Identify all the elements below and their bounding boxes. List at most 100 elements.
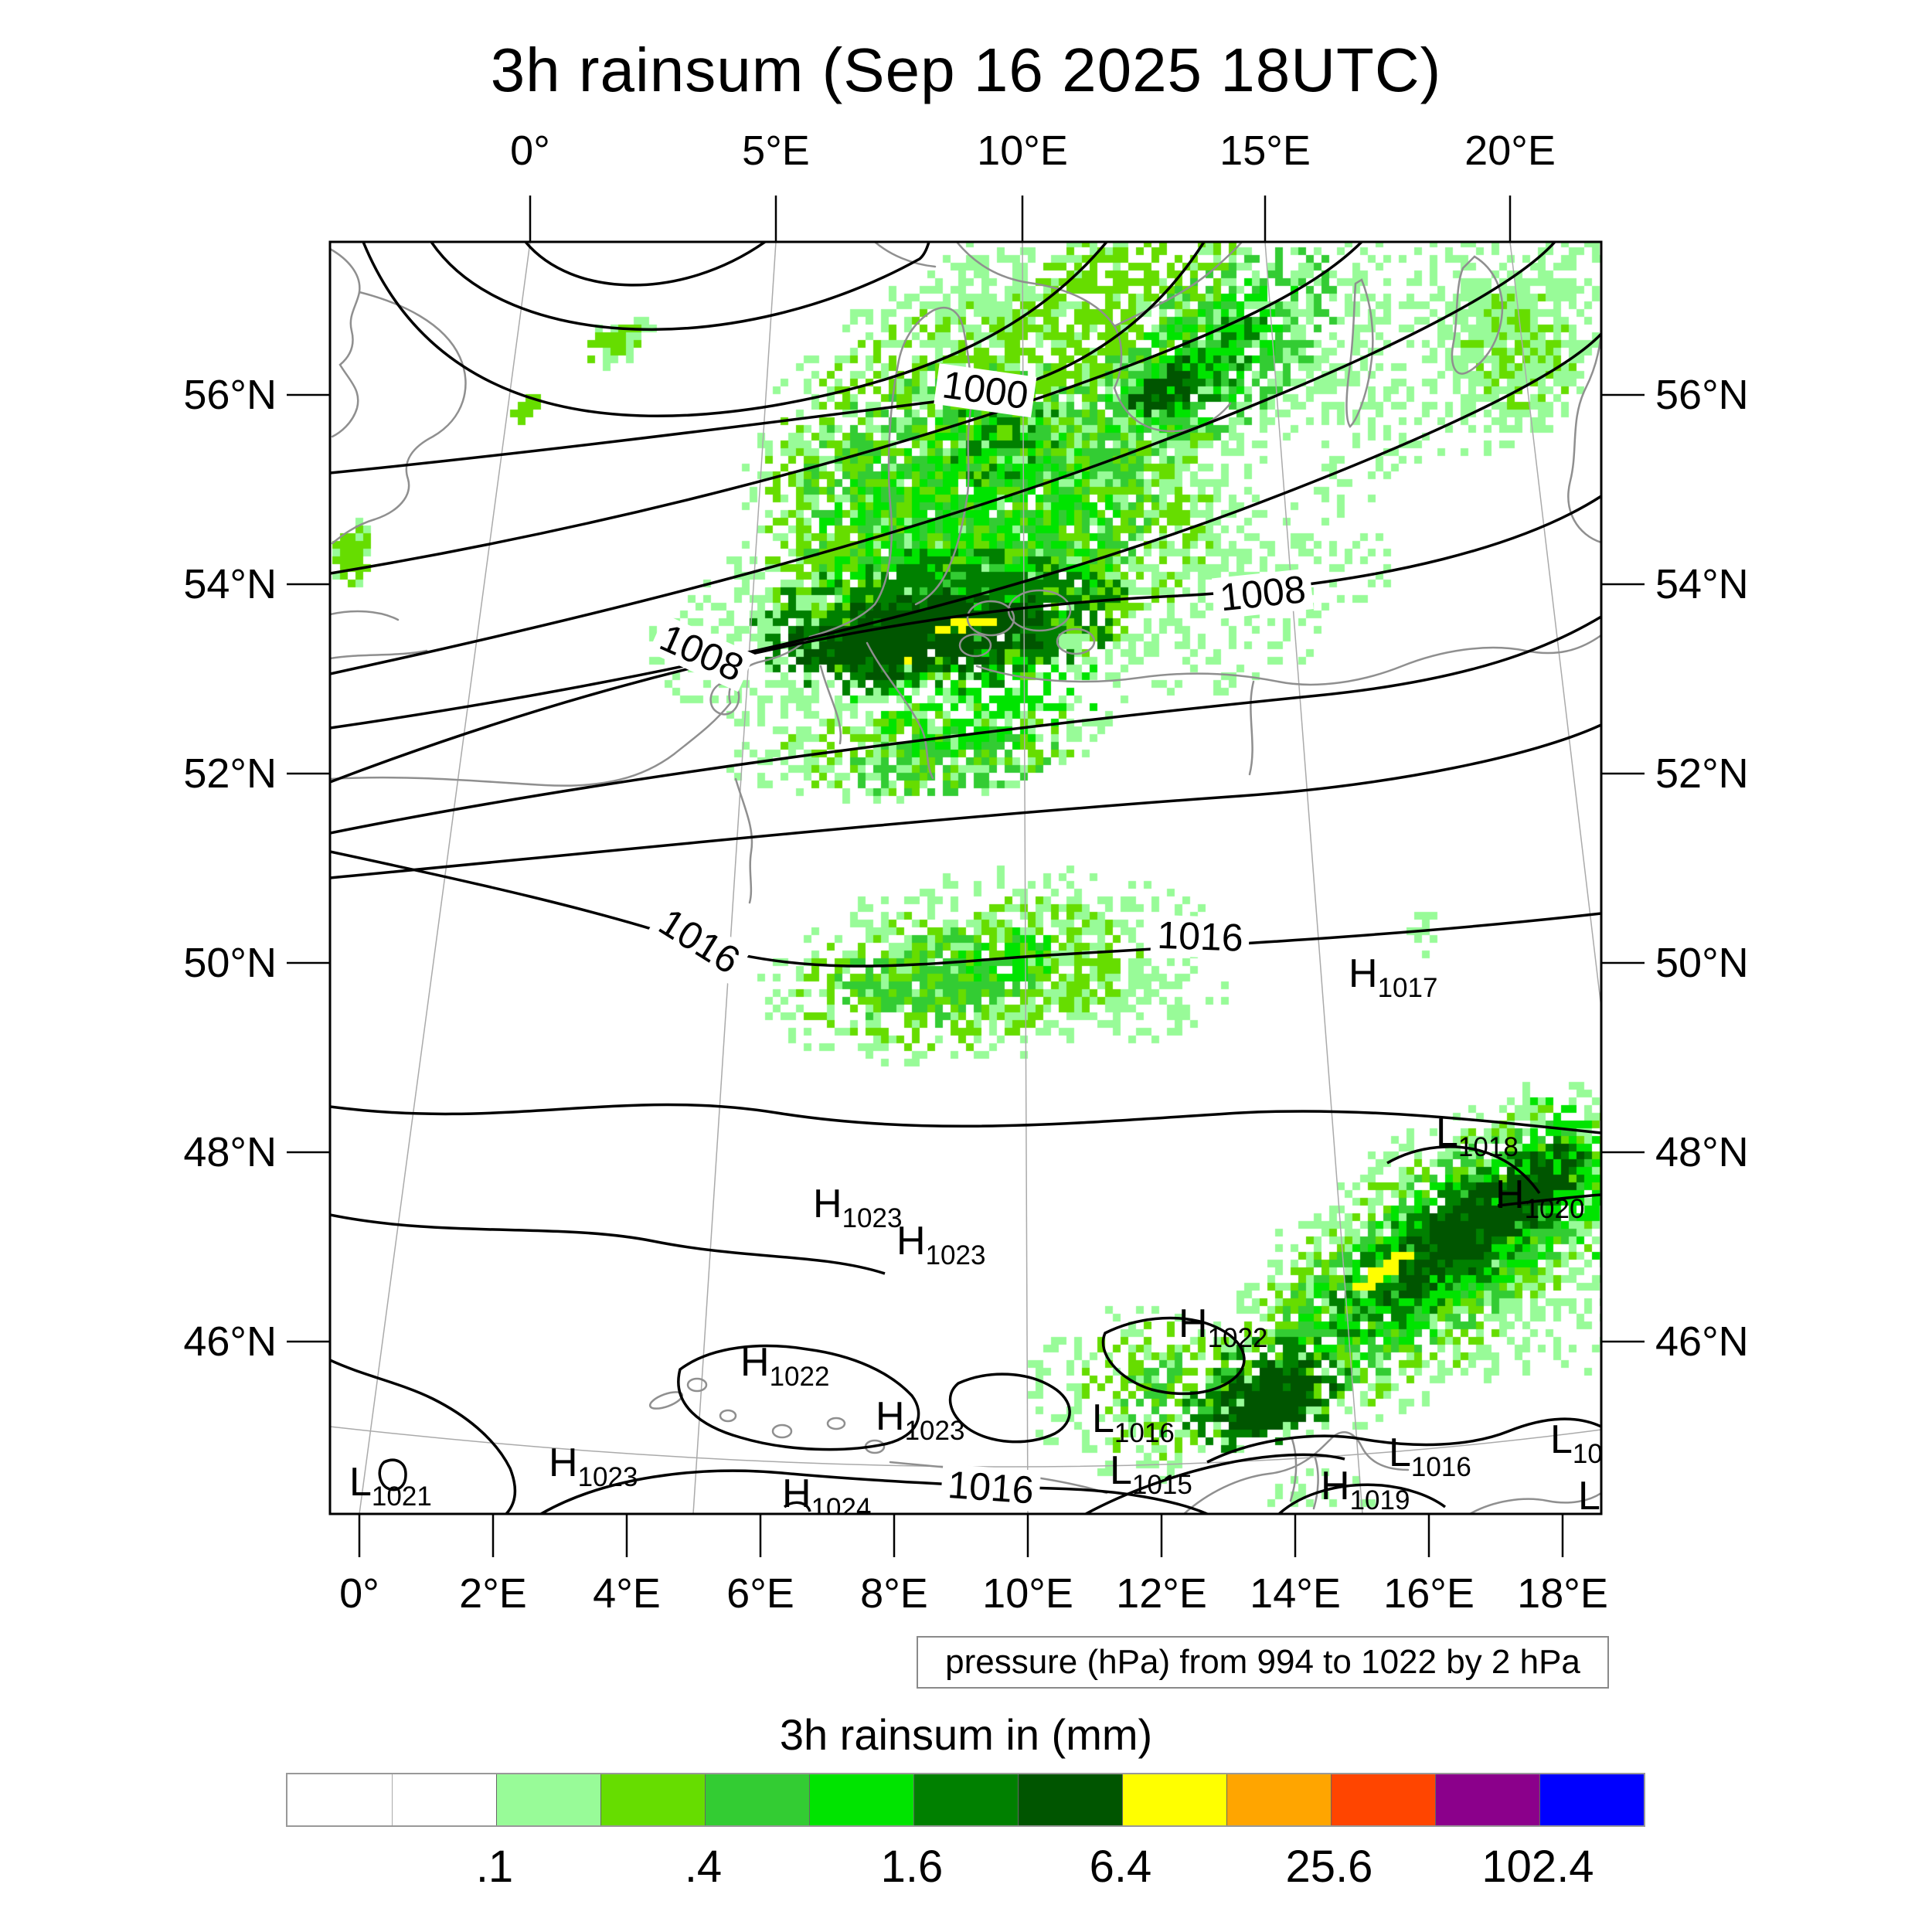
coastline-7 xyxy=(955,242,1123,389)
axis-top-label-3: 15°E xyxy=(1219,128,1311,174)
colorbar-cell-4 xyxy=(705,1774,809,1825)
colorbar-cell-2 xyxy=(496,1774,600,1825)
axis-bottom-label-1: 2°E xyxy=(459,1570,527,1617)
contour-label-1016-5: 1016 xyxy=(940,1463,1042,1512)
coastline-11 xyxy=(975,634,1601,686)
pressure-center-H-1024-14: H1024 xyxy=(782,1474,871,1514)
pressure-center-value: 1015 xyxy=(1131,1470,1192,1500)
axis-left-label-2: 52°N xyxy=(183,750,277,797)
pressure-center-letter: L xyxy=(349,1460,372,1505)
colorbar-cell-5 xyxy=(809,1774,913,1825)
pressure-center-value: 1022 xyxy=(769,1362,830,1392)
pressure-center-H-1023-4: H1023 xyxy=(896,1221,985,1269)
pressure-center-letter: L xyxy=(1578,1474,1600,1514)
pressure-center-value: 1017 xyxy=(1377,973,1438,1003)
coastline-15 xyxy=(1248,680,1255,776)
pressure-center-value: 1023 xyxy=(904,1416,965,1446)
pressure-center-value: 10 xyxy=(1600,1495,1601,1514)
pressure-caption: pressure (hPa) from 994 to 1022 by 2 hPa xyxy=(945,1643,1580,1681)
isobar-8 xyxy=(330,615,1601,835)
pressure-center-value: 1023 xyxy=(925,1240,986,1270)
coast-island-8 xyxy=(826,1417,846,1430)
meridian-line-4 xyxy=(1509,242,1601,1013)
pressure-center-letter: L xyxy=(1436,1111,1458,1155)
pressure-center-value: 1021 xyxy=(371,1481,432,1512)
isobar-9 xyxy=(330,723,1601,879)
pressure-center-H-1020-2: H1020 xyxy=(1495,1172,1584,1223)
colorbar xyxy=(286,1773,1645,1827)
axis-bottom-label-2: 4°E xyxy=(593,1570,661,1617)
colorbar-cell-1 xyxy=(392,1774,496,1825)
axis-left-label-0: 56°N xyxy=(183,372,277,418)
isobar-15 xyxy=(677,1344,920,1451)
isobar-7 xyxy=(330,495,1601,784)
pressure-center-value: 1015 xyxy=(1572,1439,1601,1469)
coast-island-2 xyxy=(1056,628,1096,655)
axis-top-label-0: 0° xyxy=(510,128,550,174)
colorbar-tick-.4: .4 xyxy=(684,1842,723,1892)
coastline-23 xyxy=(1468,1492,1601,1514)
pressure-contour-layer xyxy=(330,242,1601,1514)
isobar-11 xyxy=(330,1103,1601,1134)
contour-label-1016-4: 1016 xyxy=(1150,913,1250,960)
colorbar-cell-10 xyxy=(1331,1774,1435,1825)
axis-right-label-1: 54°N xyxy=(1655,561,1749,607)
coast-island-4 xyxy=(648,1391,684,1410)
axis-top-label-2: 10°E xyxy=(977,128,1068,174)
isobar-6 xyxy=(330,332,1601,730)
pressure-center-letter: H xyxy=(1495,1172,1525,1217)
pressure-center-H-1019-13: H1019 xyxy=(1321,1464,1410,1514)
pressure-center-letter: H xyxy=(1321,1464,1350,1509)
colorbar-cell-9 xyxy=(1226,1774,1331,1825)
pressure-center-letter: H xyxy=(876,1394,905,1439)
coastline-10 xyxy=(873,242,937,268)
colorbar-cell-6 xyxy=(913,1774,1018,1825)
axis-left-label-3: 50°N xyxy=(183,940,277,986)
isobar-0 xyxy=(524,242,767,287)
pressure-center-letter: H xyxy=(740,1340,770,1385)
coastline-12 xyxy=(866,641,934,780)
coastline-1 xyxy=(331,291,467,545)
coastline-9 xyxy=(1113,386,1232,433)
axis-left-label-4: 48°N xyxy=(183,1129,277,1175)
pressure-center-L-1015-12: L1015 xyxy=(1550,1420,1601,1468)
pressure-center-letter: H xyxy=(549,1440,578,1485)
isobar-18 xyxy=(378,1458,407,1492)
coastline-20 xyxy=(1182,1431,1410,1514)
coast-island-6 xyxy=(719,1409,737,1423)
coastline-8 xyxy=(1113,242,1243,328)
coastline-17 xyxy=(1345,278,1374,428)
pressure-center-letter: L xyxy=(1092,1396,1114,1441)
axis-left-label-5: 46°N xyxy=(183,1318,277,1365)
pressure-center-H-1023-9: H1023 xyxy=(549,1440,638,1491)
axis-bottom-label-5: 10°E xyxy=(982,1570,1073,1617)
pressure-center-letter: L xyxy=(1389,1430,1411,1475)
coastline-21 xyxy=(1289,1437,1298,1502)
colorbar-tick-1.6: 1.6 xyxy=(880,1842,944,1892)
contour-label-1008-1: 1008 xyxy=(648,614,755,692)
axis-right-label-2: 52°N xyxy=(1655,750,1749,797)
colorbar-tick-6.4: 6.4 xyxy=(1089,1842,1152,1892)
axis-bottom-label-9: 18°E xyxy=(1517,1570,1608,1617)
contour-label-1016-3: 1016 xyxy=(647,898,752,985)
coast-island-0 xyxy=(966,600,1015,637)
pressure-center-letter: H xyxy=(782,1471,811,1514)
page-title: 3h rainsum (Sep 16 2025 18UTC) xyxy=(490,36,1442,104)
pressure-center-H-1022-6: H1022 xyxy=(1179,1304,1267,1352)
axis-bottom-label-4: 8°E xyxy=(860,1570,928,1617)
pressure-center-H-1023-7: H1023 xyxy=(876,1394,964,1444)
isobar-24 xyxy=(330,1359,517,1514)
isobar-1 xyxy=(430,242,930,332)
pressure-center-value: 1019 xyxy=(1349,1485,1410,1514)
map-frame xyxy=(328,240,1603,1515)
colorbar-title: 3h rainsum in (mm) xyxy=(779,1710,1153,1759)
axis-left-label-1: 54°N xyxy=(183,561,277,607)
pressure-center-L-1021-15: L1021 xyxy=(349,1460,432,1510)
pressure-center-letter: L xyxy=(1110,1448,1132,1493)
axis-bottom-label-8: 16°E xyxy=(1383,1570,1475,1617)
coastline-6 xyxy=(808,306,972,638)
pressure-center-L-1015-10: L1015 xyxy=(1110,1448,1192,1498)
contour-label-1008-2: 1008 xyxy=(1211,567,1315,619)
coast-island-3 xyxy=(958,633,992,658)
